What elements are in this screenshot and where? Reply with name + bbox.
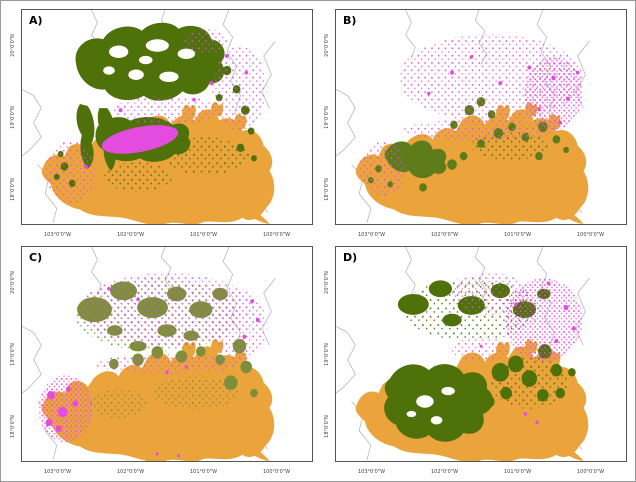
y-tick: 19°0'0"N xyxy=(10,342,17,366)
x-tick: 100°0'0"W xyxy=(262,469,291,475)
panel-d-map-frame: D) xyxy=(335,246,627,462)
panel-d-map xyxy=(336,247,590,461)
panel-a-map xyxy=(22,10,276,224)
x-tick: 103°0'0"W xyxy=(43,232,72,238)
x-tick: 102°0'0"W xyxy=(430,469,459,475)
y-tick: 18°0'0"N xyxy=(10,177,17,201)
panel-b: 20°0'0"N 19°0'0"N 18°0'0"N B) xyxy=(321,7,629,238)
x-tick: 100°0'0"W xyxy=(576,469,605,475)
magenta-layer xyxy=(427,55,580,125)
panel-b-map xyxy=(336,10,590,224)
y-tick: 20°0'0"N xyxy=(10,33,17,57)
panel-d-x-axis: 103°0'0"W 102°0'0"W 101°0'0"W 100°0'0"W xyxy=(335,464,627,475)
y-tick: 19°0'0"N xyxy=(324,105,331,129)
x-tick: 102°0'0"W xyxy=(430,232,459,238)
forest-holes-layer xyxy=(103,39,196,83)
y-tick: 19°0'0"N xyxy=(324,342,331,366)
y-tick: 20°0'0"N xyxy=(324,33,331,57)
x-tick: 103°0'0"W xyxy=(357,232,386,238)
panel-a-y-axis: 20°0'0"N 19°0'0"N 18°0'0"N xyxy=(7,9,20,225)
x-tick: 103°0'0"W xyxy=(357,469,386,475)
panel-c-x-axis: 103°0'0"W 102°0'0"W 101°0'0"W 100°0'0"W xyxy=(21,464,313,475)
y-tick: 18°0'0"N xyxy=(324,177,331,201)
panel-c-y-axis: 20°0'0"N 19°0'0"N 18°0'0"N xyxy=(7,246,20,462)
panel-d-label: D) xyxy=(343,251,358,264)
panel-d-y-axis: 20°0'0"N 19°0'0"N 18°0'0"N xyxy=(321,246,334,462)
magenta-layer xyxy=(479,281,576,425)
y-tick: 20°0'0"N xyxy=(324,270,331,294)
panel-a-x-axis: 103°0'0"W 102°0'0"W 101°0'0"W 100°0'0"W xyxy=(21,227,313,238)
panel-a-map-frame: A) xyxy=(21,9,313,225)
y-tick: 18°0'0"N xyxy=(324,414,331,438)
panel-c-map xyxy=(22,247,276,461)
panel-d: 20°0'0"N 19°0'0"N 18°0'0"N D) xyxy=(321,244,629,475)
x-tick: 101°0'0"W xyxy=(503,469,532,475)
x-tick: 100°0'0"W xyxy=(262,232,291,238)
y-tick: 18°0'0"N xyxy=(10,414,17,438)
magenta-layer xyxy=(45,286,260,458)
x-tick: 102°0'0"W xyxy=(116,232,145,238)
x-tick: 102°0'0"W xyxy=(116,469,145,475)
panel-c-label: C) xyxy=(29,251,43,264)
x-tick: 103°0'0"W xyxy=(43,469,72,475)
magenta-speckle-layer xyxy=(45,28,267,204)
green-speckle-layer xyxy=(104,137,250,192)
y-tick: 20°0'0"N xyxy=(10,270,17,294)
x-tick: 101°0'0"W xyxy=(189,232,218,238)
x-tick: 101°0'0"W xyxy=(189,469,218,475)
panel-a-label: A) xyxy=(29,14,43,27)
magenta-layer xyxy=(83,53,249,169)
y-tick: 19°0'0"N xyxy=(10,105,17,129)
magenta-speckle-layer xyxy=(452,273,583,362)
panel-b-y-axis: 20°0'0"N 19°0'0"N 18°0'0"N xyxy=(321,9,334,225)
forest-holes-layer xyxy=(406,386,455,425)
panel-c-map-frame: C) xyxy=(21,246,313,462)
panel-a: 20°0'0"N 19°0'0"N 18°0'0"N A) xyxy=(7,7,315,238)
panel-c: 20°0'0"N 19°0'0"N 18°0'0"N C) xyxy=(7,244,315,475)
x-tick: 100°0'0"W xyxy=(576,232,605,238)
panel-b-map-frame: B) xyxy=(335,9,627,225)
magenta-speckle-layer xyxy=(359,34,583,196)
x-tick: 101°0'0"W xyxy=(503,232,532,238)
panel-b-x-axis: 103°0'0"W 102°0'0"W 101°0'0"W 100°0'0"W xyxy=(335,227,627,238)
panel-b-label: B) xyxy=(343,14,357,27)
